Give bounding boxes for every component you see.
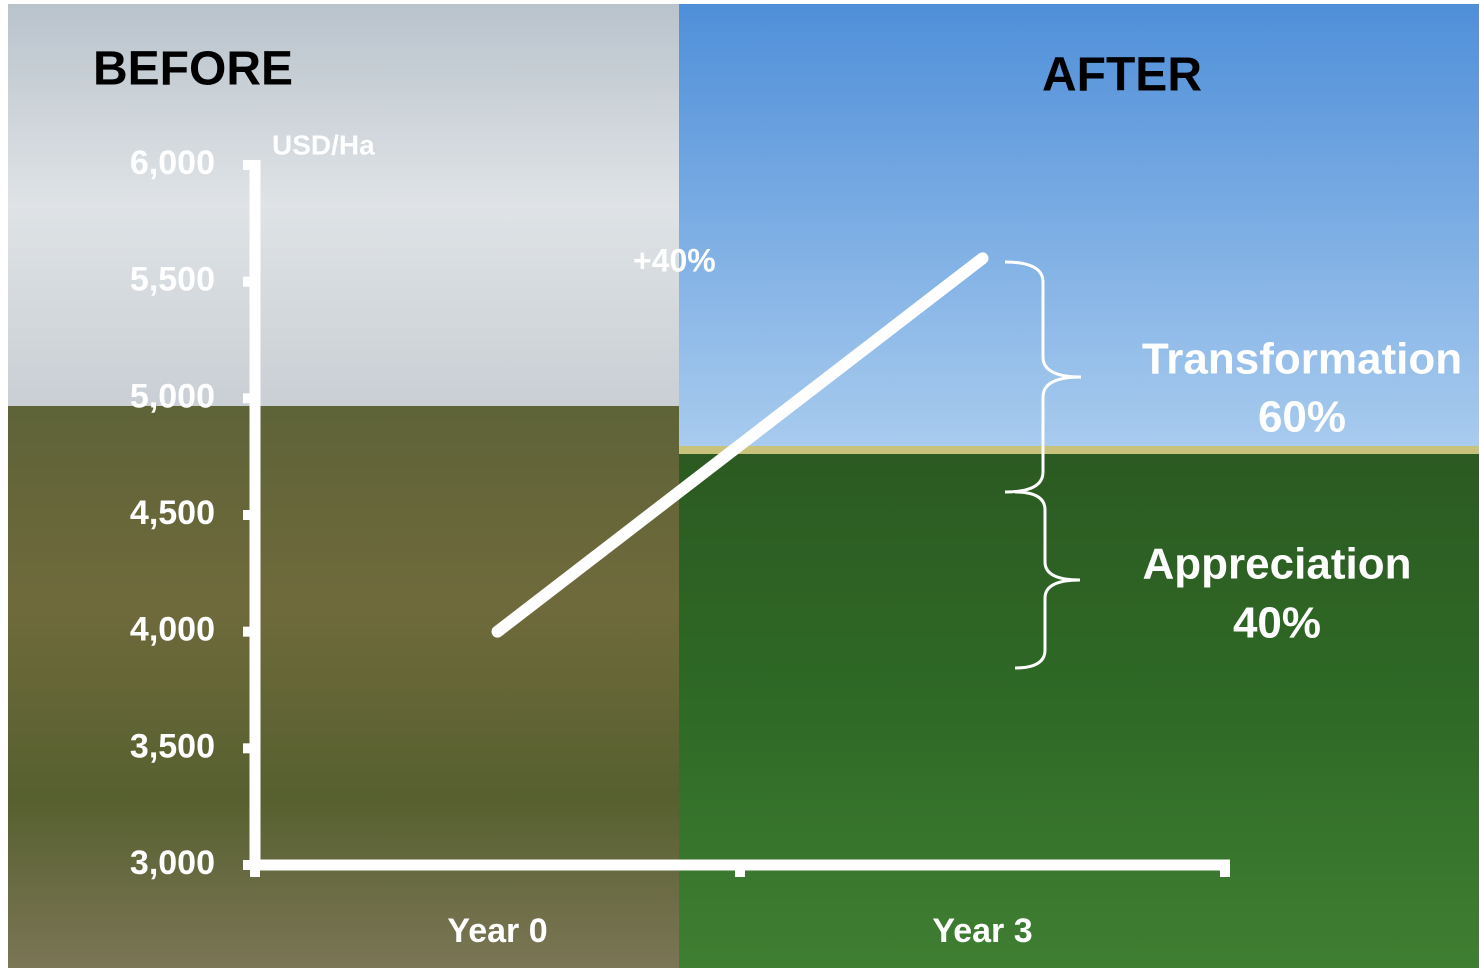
x-tick <box>1220 867 1230 877</box>
y-tick <box>243 393 253 404</box>
line <box>491 252 989 638</box>
y-tick <box>243 510 253 520</box>
breakdown-share: 60% <box>1258 393 1346 442</box>
brace <box>1014 490 1081 670</box>
sky-after <box>679 4 1479 446</box>
y-tick <box>243 626 253 637</box>
x-tick-label: Year 0 <box>447 912 547 950</box>
breakdown-name: Appreciation <box>1143 540 1412 589</box>
y-tick <box>243 276 253 287</box>
y-tick-label: 6,000 <box>130 144 215 182</box>
y-tick-label: 5,500 <box>130 261 215 299</box>
x-tick <box>250 867 260 877</box>
y-axis-label: USD/Ha <box>272 129 375 160</box>
y-tick-label: 4,500 <box>130 494 215 532</box>
y-tick-label: 3,500 <box>130 727 215 765</box>
y-tick-label: 3,000 <box>130 844 215 882</box>
y-tick <box>243 860 253 870</box>
sky-before <box>8 4 679 406</box>
panel-title: BEFORE <box>93 43 293 96</box>
x-tick-label: Year 3 <box>932 912 1032 950</box>
panel-title: AFTER <box>1042 49 1202 102</box>
field-after <box>679 454 1479 968</box>
y-tick-label: 4,000 <box>130 611 215 649</box>
grass-before <box>8 406 679 968</box>
change-label: +40% <box>633 242 716 278</box>
y-tick <box>243 160 253 170</box>
breakdown-share: 40% <box>1233 599 1321 648</box>
y-tick-label: 5,000 <box>130 377 215 415</box>
y-tick <box>243 743 253 754</box>
breakdown-name: Transformation <box>1142 335 1462 384</box>
x-tick <box>735 867 745 877</box>
brace <box>1004 260 1082 494</box>
horizon-after <box>679 446 1479 454</box>
